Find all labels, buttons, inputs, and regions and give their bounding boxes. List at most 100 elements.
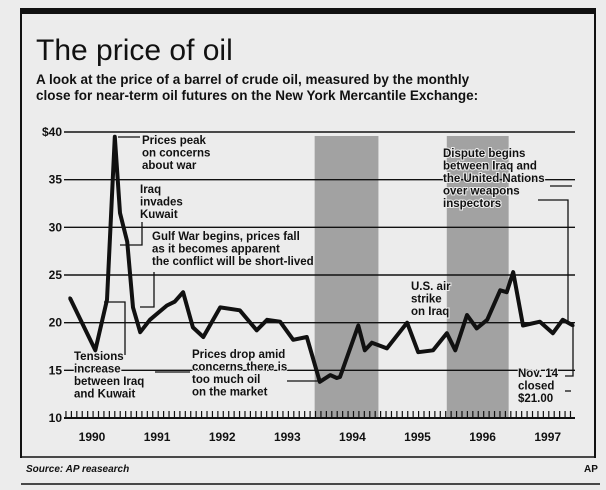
- price-line: [68, 134, 575, 384]
- data-point: [370, 341, 374, 345]
- data-point: [356, 324, 360, 328]
- y-tick-label: 10: [49, 411, 63, 425]
- data-point: [93, 348, 97, 352]
- data-point: [318, 380, 322, 384]
- annotation-text: Dispute begins: [443, 148, 525, 160]
- data-point: [201, 335, 205, 339]
- annotation-text: on the market: [192, 387, 268, 399]
- top-bar: [20, 8, 596, 14]
- data-point: [465, 313, 469, 317]
- ap-credit: AP: [584, 464, 598, 475]
- data-point: [445, 331, 449, 335]
- annotation-text: the United Nations: [443, 173, 545, 185]
- x-tick-label: 1994: [339, 430, 366, 444]
- y-tick-label: 20: [49, 316, 63, 330]
- annotation-text: U.S. air: [411, 281, 451, 293]
- data-point: [138, 330, 142, 334]
- data-point: [431, 348, 435, 352]
- annotation-text: inspectors: [443, 198, 501, 210]
- annotation-text: about war: [142, 160, 197, 172]
- subtitle-line-2: close for near-term oil futures on the N…: [36, 88, 478, 103]
- data-point: [148, 318, 152, 322]
- data-point: [538, 320, 542, 324]
- annotation-text: between Iraq: [74, 376, 144, 388]
- x-tick-label: 1991: [144, 430, 171, 444]
- data-point: [131, 305, 135, 309]
- data-point: [291, 338, 295, 342]
- annotation-text: as it becomes apparent: [152, 244, 280, 256]
- annotation-text: and Kuwait: [74, 389, 136, 401]
- data-point: [498, 288, 502, 292]
- data-point: [181, 290, 185, 294]
- data-point: [68, 296, 72, 300]
- x-tick-label: 1996: [469, 430, 496, 444]
- annotation-text: increase: [74, 364, 121, 376]
- data-point: [255, 328, 259, 332]
- x-tick-label: 1990: [79, 430, 106, 444]
- x-tick-label: 1992: [209, 430, 236, 444]
- data-point: [265, 318, 269, 322]
- data-point: [305, 335, 309, 339]
- data-point: [328, 373, 332, 377]
- data-point: [165, 304, 169, 308]
- data-point: [405, 321, 409, 325]
- data-point: [278, 320, 282, 324]
- data-point: [338, 375, 342, 379]
- y-tick-label: 15: [49, 363, 63, 377]
- annotation-text: the conflict will be short-lived: [152, 256, 314, 268]
- data-point: [416, 350, 420, 354]
- annotation-text: over weapons: [443, 186, 520, 198]
- annotation-text: Kuwait: [140, 209, 178, 221]
- data-point: [475, 326, 479, 330]
- data-point: [125, 240, 129, 244]
- annotation-text: too much oil: [192, 374, 260, 386]
- data-point: [561, 318, 565, 322]
- annotation-text: strike: [411, 294, 442, 306]
- annotation-text: Gulf War begins, prices fall: [152, 231, 300, 243]
- y-tick-label: 35: [49, 173, 63, 187]
- x-tick-label: 1997: [534, 430, 561, 444]
- data-point: [105, 298, 109, 302]
- source-note: Source: AP reasearch: [26, 464, 129, 475]
- data-point: [385, 346, 389, 350]
- x-tick-label: 1995: [404, 430, 431, 444]
- data-point: [571, 324, 575, 328]
- annotation-text: Nov. 14: [518, 368, 559, 380]
- annotation-text: Tensions: [74, 351, 124, 363]
- data-point: [173, 300, 177, 304]
- data-point: [505, 290, 509, 294]
- data-point: [485, 318, 489, 322]
- data-point: [113, 135, 117, 139]
- annotation-text: on concerns: [142, 148, 210, 160]
- chart-title: The price of oil: [36, 34, 233, 67]
- data-point: [551, 331, 555, 335]
- annotation-text: $21.00: [518, 393, 553, 405]
- data-point: [335, 376, 339, 380]
- x-tick-label: 1993: [274, 430, 301, 444]
- annotation-text: Iraq: [140, 184, 161, 196]
- annotation-text: between Iraq and: [443, 161, 537, 173]
- shaded-period-0: [314, 136, 379, 418]
- annotation-text: Prices drop amid: [192, 349, 285, 361]
- annotation-text: invades: [140, 197, 183, 209]
- annotation-text: concerns there is: [192, 362, 287, 374]
- annotation-text: closed: [518, 381, 554, 393]
- y-tick-label: $40: [42, 125, 62, 139]
- data-point: [218, 305, 222, 309]
- data-point: [453, 348, 457, 352]
- annotation-text: on Iraq: [411, 306, 449, 318]
- data-point: [238, 308, 242, 312]
- y-tick-label: 30: [49, 220, 63, 234]
- data-point: [511, 270, 515, 274]
- data-point: [521, 324, 525, 328]
- subtitle-line-1: A look at the price of a barrel of crude…: [36, 72, 470, 87]
